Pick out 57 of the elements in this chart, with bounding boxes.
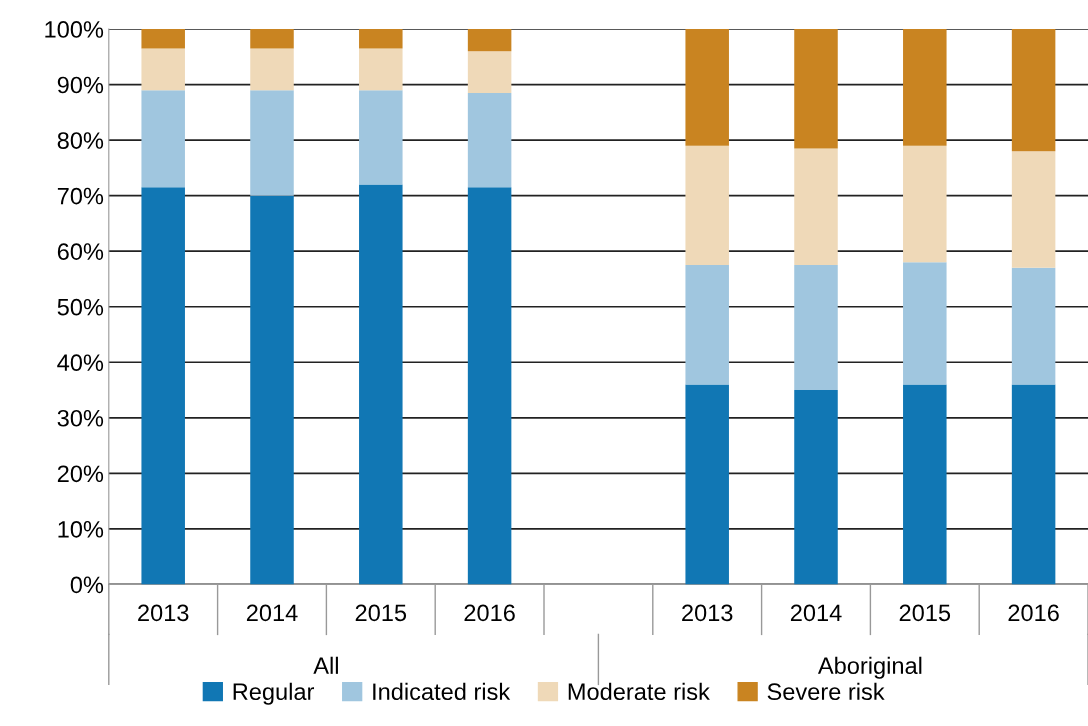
bar <box>467 29 512 52</box>
y-tick-label: 50% <box>57 298 104 316</box>
bar <box>141 90 185 188</box>
bar <box>250 90 294 196</box>
bar <box>1011 29 1056 152</box>
bar <box>794 148 838 266</box>
bar <box>903 145 947 263</box>
bar <box>903 29 947 146</box>
bar <box>903 262 947 385</box>
legend-label: Indicated risk <box>373 682 511 701</box>
bar <box>903 384 947 585</box>
bar <box>359 29 403 49</box>
bar <box>467 187 512 585</box>
y-tick-label: 100% <box>45 21 104 38</box>
bar <box>141 29 185 49</box>
bar <box>141 187 185 585</box>
bar <box>685 145 729 266</box>
y-tick-label: 40% <box>57 354 104 372</box>
x-tick-label: 2013 <box>138 604 189 622</box>
x-tick-label: 2014 <box>246 604 298 622</box>
legend-label: Regular <box>233 682 315 705</box>
y-tick-label: 60% <box>57 243 104 260</box>
y-tick-label: 20% <box>57 465 104 483</box>
bar <box>359 184 403 585</box>
bar <box>1011 384 1056 585</box>
bar <box>359 48 403 91</box>
y-tick-label: 0% <box>70 576 104 594</box>
legend-label: Moderate risk <box>568 682 710 701</box>
y-tick-label: 10% <box>58 520 104 538</box>
x-tick-label: 2016 <box>1008 604 1059 622</box>
bar <box>794 265 838 391</box>
bar <box>794 29 838 149</box>
x-tick-label: 2016 <box>464 604 515 622</box>
bar <box>250 48 294 91</box>
bar <box>250 195 294 585</box>
bar <box>467 51 512 93</box>
text: All <box>313 656 338 674</box>
bar <box>250 29 294 49</box>
text: Aboriginal <box>817 656 922 679</box>
y-tick-label: 30% <box>57 409 104 427</box>
x-tick-label: 2014 <box>790 604 842 622</box>
bar <box>685 384 729 585</box>
bar <box>359 90 403 185</box>
bar <box>685 29 729 146</box>
bar <box>141 48 185 91</box>
y-tick-label: 90% <box>57 76 104 94</box>
bar <box>1011 267 1056 385</box>
bar <box>1011 151 1056 268</box>
bar <box>685 265 729 385</box>
legend-label: Severe risk <box>767 682 885 701</box>
y-tick-label: 80% <box>57 132 104 149</box>
bar <box>467 92 512 188</box>
x-tick-label: 2015 <box>899 604 951 622</box>
bar <box>794 390 838 585</box>
x-tick-label: 2013 <box>682 604 733 622</box>
x-tick-label: 2015 <box>355 604 407 622</box>
y-tick-label: 70% <box>57 187 104 205</box>
